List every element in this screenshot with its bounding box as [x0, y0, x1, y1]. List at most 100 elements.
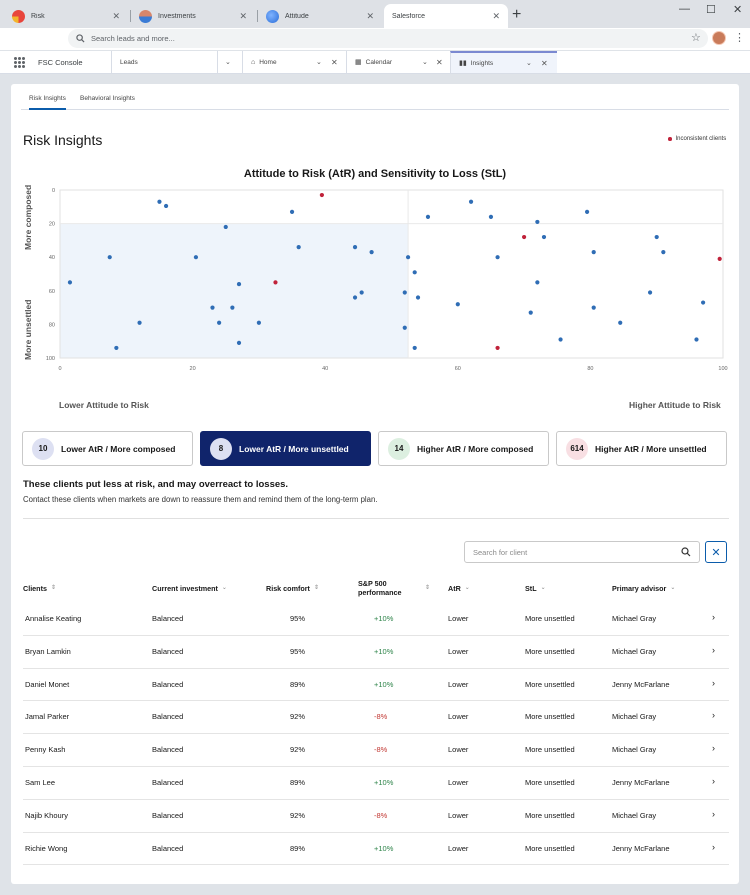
chevron-right-icon[interactable]: ›: [712, 677, 715, 688]
risk-comfort: 92%: [290, 810, 306, 820]
column-header-atr[interactable]: AtR ⌄: [448, 583, 470, 593]
current-investment: Balanced: [152, 679, 184, 689]
chevron-right-icon[interactable]: ›: [712, 743, 715, 754]
minimize-icon[interactable]: —: [679, 3, 690, 15]
chevron-down-icon[interactable]: ⌄: [526, 60, 532, 67]
column-header-clients[interactable]: Clients ⇕: [23, 583, 56, 593]
column-header-risk-comfort[interactable]: Risk comfort ⇕: [266, 583, 319, 593]
inconsistent-client-point: [495, 345, 500, 351]
chevron-right-icon[interactable]: ›: [712, 808, 715, 819]
new-tab-icon[interactable]: +: [512, 6, 522, 23]
browser-tab-attitude[interactable]: Attitude ✕: [258, 4, 382, 28]
chevron-right-icon[interactable]: ›: [712, 775, 715, 786]
omnibox[interactable]: Search leads and more...: [68, 29, 708, 48]
investments-favicon-icon: [139, 9, 152, 23]
column-header-stl[interactable]: StL ⌄: [525, 583, 546, 593]
column-header-sp500[interactable]: S&P 500 performance ⇕: [358, 579, 430, 597]
chevron-down-icon: ⌄: [670, 584, 676, 591]
client-point: [352, 295, 358, 300]
current-investment: Balanced: [152, 745, 184, 755]
client-name: Jamal Parker: [25, 712, 70, 722]
sp500-performance: -8%: [374, 712, 388, 722]
client-point: [405, 255, 411, 260]
legend-inconsistent-dot: [668, 137, 672, 141]
home-icon: ⌂: [251, 58, 256, 66]
tab-behavioral-insights[interactable]: Behavioral Insights: [80, 95, 135, 102]
risk-comfort: 89%: [290, 777, 306, 787]
table-row[interactable]: Jamal Parker Balanced 92% -8% Lower More unse…: [23, 701, 729, 735]
browser-tab-salesforce[interactable]: Salesforce ✕: [384, 4, 508, 28]
close-icon[interactable]: ✕: [492, 10, 500, 21]
profile-avatar[interactable]: [712, 31, 726, 45]
table-row[interactable]: Sam Lee Balanced 89% +10% Lower More unsettle…: [23, 767, 729, 800]
column-header-investment[interactable]: Current investment ⌄: [152, 583, 227, 593]
client-point: [558, 337, 563, 342]
close-icon[interactable]: ✕: [366, 10, 374, 21]
segment-higher-unsettled[interactable]: 614 Higher AtR / More unsettled: [556, 431, 727, 466]
search-icon[interactable]: [681, 547, 691, 557]
client-point: [412, 270, 417, 275]
chevron-down-icon[interactable]: ⌄: [316, 59, 322, 66]
client-name: Daniel Monet: [25, 679, 70, 689]
client-name: Richie Wong: [25, 843, 68, 853]
close-icon[interactable]: ✕: [436, 57, 443, 67]
chevron-down-icon[interactable]: ⌄: [422, 59, 428, 66]
console-tab-insights[interactable]: ▮▮ Insights ⌄ ✕: [450, 51, 557, 73]
segment-lower-composed[interactable]: 10 Lower AtR / More composed: [22, 431, 193, 466]
close-icon[interactable]: ✕: [331, 57, 338, 67]
client-point: [402, 325, 407, 330]
console-tab-calendar[interactable]: ▦ Calendar ⌄ ✕: [346, 51, 450, 73]
y-tick-label: 40: [49, 255, 55, 261]
table-row[interactable]: Annalise Keating Balanced 95% +10% Lower More…: [23, 603, 729, 636]
segment-cards: 10 Lower AtR / More composed 8 Lower AtR…: [22, 431, 728, 467]
segment-lower-unsettled[interactable]: 8 Lower AtR / More unsettled: [200, 431, 371, 466]
app-launcher-icon[interactable]: [14, 57, 25, 68]
sp500-performance: +10%: [374, 777, 394, 787]
client-point: [230, 305, 235, 310]
bookmark-star-icon[interactable]: ☆: [691, 32, 701, 44]
chevron-right-icon[interactable]: ›: [712, 841, 715, 852]
table-row[interactable]: Richie Wong Balanced 89% +10% Lower More unse…: [23, 833, 729, 866]
segment-higher-composed[interactable]: 14 Higher AtR / More composed: [378, 431, 549, 466]
segment-count-badge: 14: [388, 437, 410, 460]
clear-filter-button[interactable]: ✕: [705, 541, 727, 563]
client-point: [415, 295, 421, 300]
column-header-advisor[interactable]: Primary advisor ⌄: [612, 583, 676, 593]
client-point: [256, 320, 261, 325]
sort-icon: ⇕: [424, 584, 430, 591]
chevron-down-icon[interactable]: ⌄: [225, 59, 231, 66]
client-search-input[interactable]: [473, 547, 681, 557]
client-point: [591, 250, 596, 255]
chevron-right-icon[interactable]: ›: [712, 644, 715, 655]
console-tab-home[interactable]: ⌂ Home ⌄ ✕: [242, 51, 346, 73]
close-icon[interactable]: ✕: [112, 10, 120, 21]
y-tick-label: 100: [46, 356, 55, 362]
table-row[interactable]: Najib Khoury Balanced 92% -8% Lower More unse…: [23, 800, 729, 833]
window-close-icon[interactable]: ✕: [733, 4, 743, 16]
table-row[interactable]: Daniel Monet Balanced 89% +10% Lower More uns…: [23, 669, 729, 702]
table-row[interactable]: Bryan Lamkin Balanced 95% +10% Lower More uns…: [23, 636, 729, 669]
client-point: [236, 340, 242, 345]
y-axis-top-label: More composed: [23, 185, 33, 250]
chart-legend: Inconsistent clients: [668, 136, 726, 142]
maximize-icon[interactable]: ☐: [706, 4, 716, 16]
browser-menu-icon[interactable]: ⋮: [734, 32, 745, 44]
console-tab-leads[interactable]: Leads ⌄: [111, 51, 242, 73]
close-icon[interactable]: ✕: [541, 58, 548, 68]
page-title: Risk Insights: [23, 132, 103, 148]
tab-risk-insights[interactable]: Risk Insights: [29, 95, 66, 110]
chevron-right-icon[interactable]: ›: [712, 612, 715, 622]
browser-tab-risk[interactable]: Risk ✕: [4, 4, 128, 28]
chevron-right-icon[interactable]: ›: [712, 710, 715, 721]
y-tick-label: 60: [49, 289, 55, 295]
close-icon: ✕: [711, 546, 721, 559]
calendar-icon: ▦: [355, 59, 362, 66]
sort-icon: ⇕: [313, 584, 319, 591]
browser-tab-investments[interactable]: Investments ✕: [131, 4, 255, 28]
close-icon[interactable]: ✕: [239, 10, 247, 21]
current-investment: Balanced: [152, 777, 184, 787]
client-point: [296, 245, 301, 250]
client-name: Penny Kash: [25, 745, 66, 755]
table-row[interactable]: Penny Kash Balanced 92% -8% Lower More unsett…: [23, 734, 729, 767]
